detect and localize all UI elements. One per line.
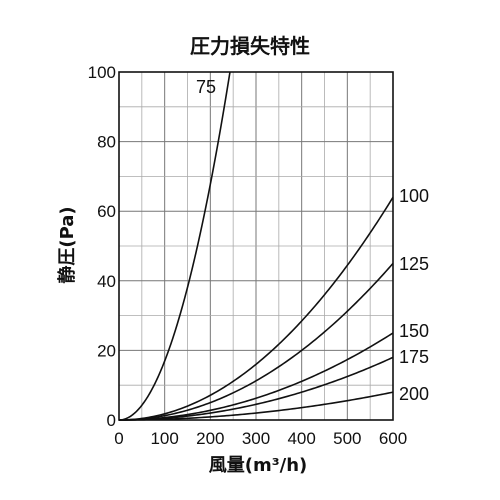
series-label-75: 75 — [196, 77, 216, 97]
y-axis-label: 静圧(Pa) — [56, 206, 78, 283]
x-tick-label: 600 — [379, 429, 407, 448]
tick-labels: 0 100 200 300 400 500 600 0 20 40 60 80 100 — [88, 63, 408, 448]
x-tick-label: 100 — [150, 429, 178, 448]
y-tick-label: 60 — [97, 202, 116, 221]
x-tick-label: 500 — [333, 429, 361, 448]
y-tick-label: 40 — [97, 272, 116, 291]
y-tick-label: 20 — [97, 341, 116, 360]
grid — [118, 71, 394, 421]
chart-title: 圧力損失特性 — [190, 34, 310, 58]
x-tick-label: 300 — [242, 429, 270, 448]
y-tick-label: 100 — [88, 63, 116, 82]
series-line-175 — [119, 356, 394, 421]
x-tick-label: 400 — [287, 429, 315, 448]
x-tick-label: 200 — [196, 429, 224, 448]
series-label-150: 150 — [399, 321, 429, 341]
series-label-125: 125 — [399, 254, 429, 274]
series-line-100 — [118, 196, 394, 421]
series-line-75 — [118, 71, 231, 421]
series-labels: 75 100 125 150 175 200 — [196, 77, 429, 404]
series-line-125 — [118, 262, 394, 421]
x-tick-label: 0 — [114, 429, 123, 448]
y-tick-label: 80 — [97, 133, 116, 152]
series-label-100: 100 — [399, 186, 429, 206]
x-axis-label: 風量(m³/h) — [209, 454, 307, 476]
y-tick-label: 0 — [107, 411, 116, 430]
series-label-200: 200 — [399, 384, 429, 404]
plot-frame — [118, 71, 394, 421]
series-label-175: 175 — [399, 347, 429, 367]
